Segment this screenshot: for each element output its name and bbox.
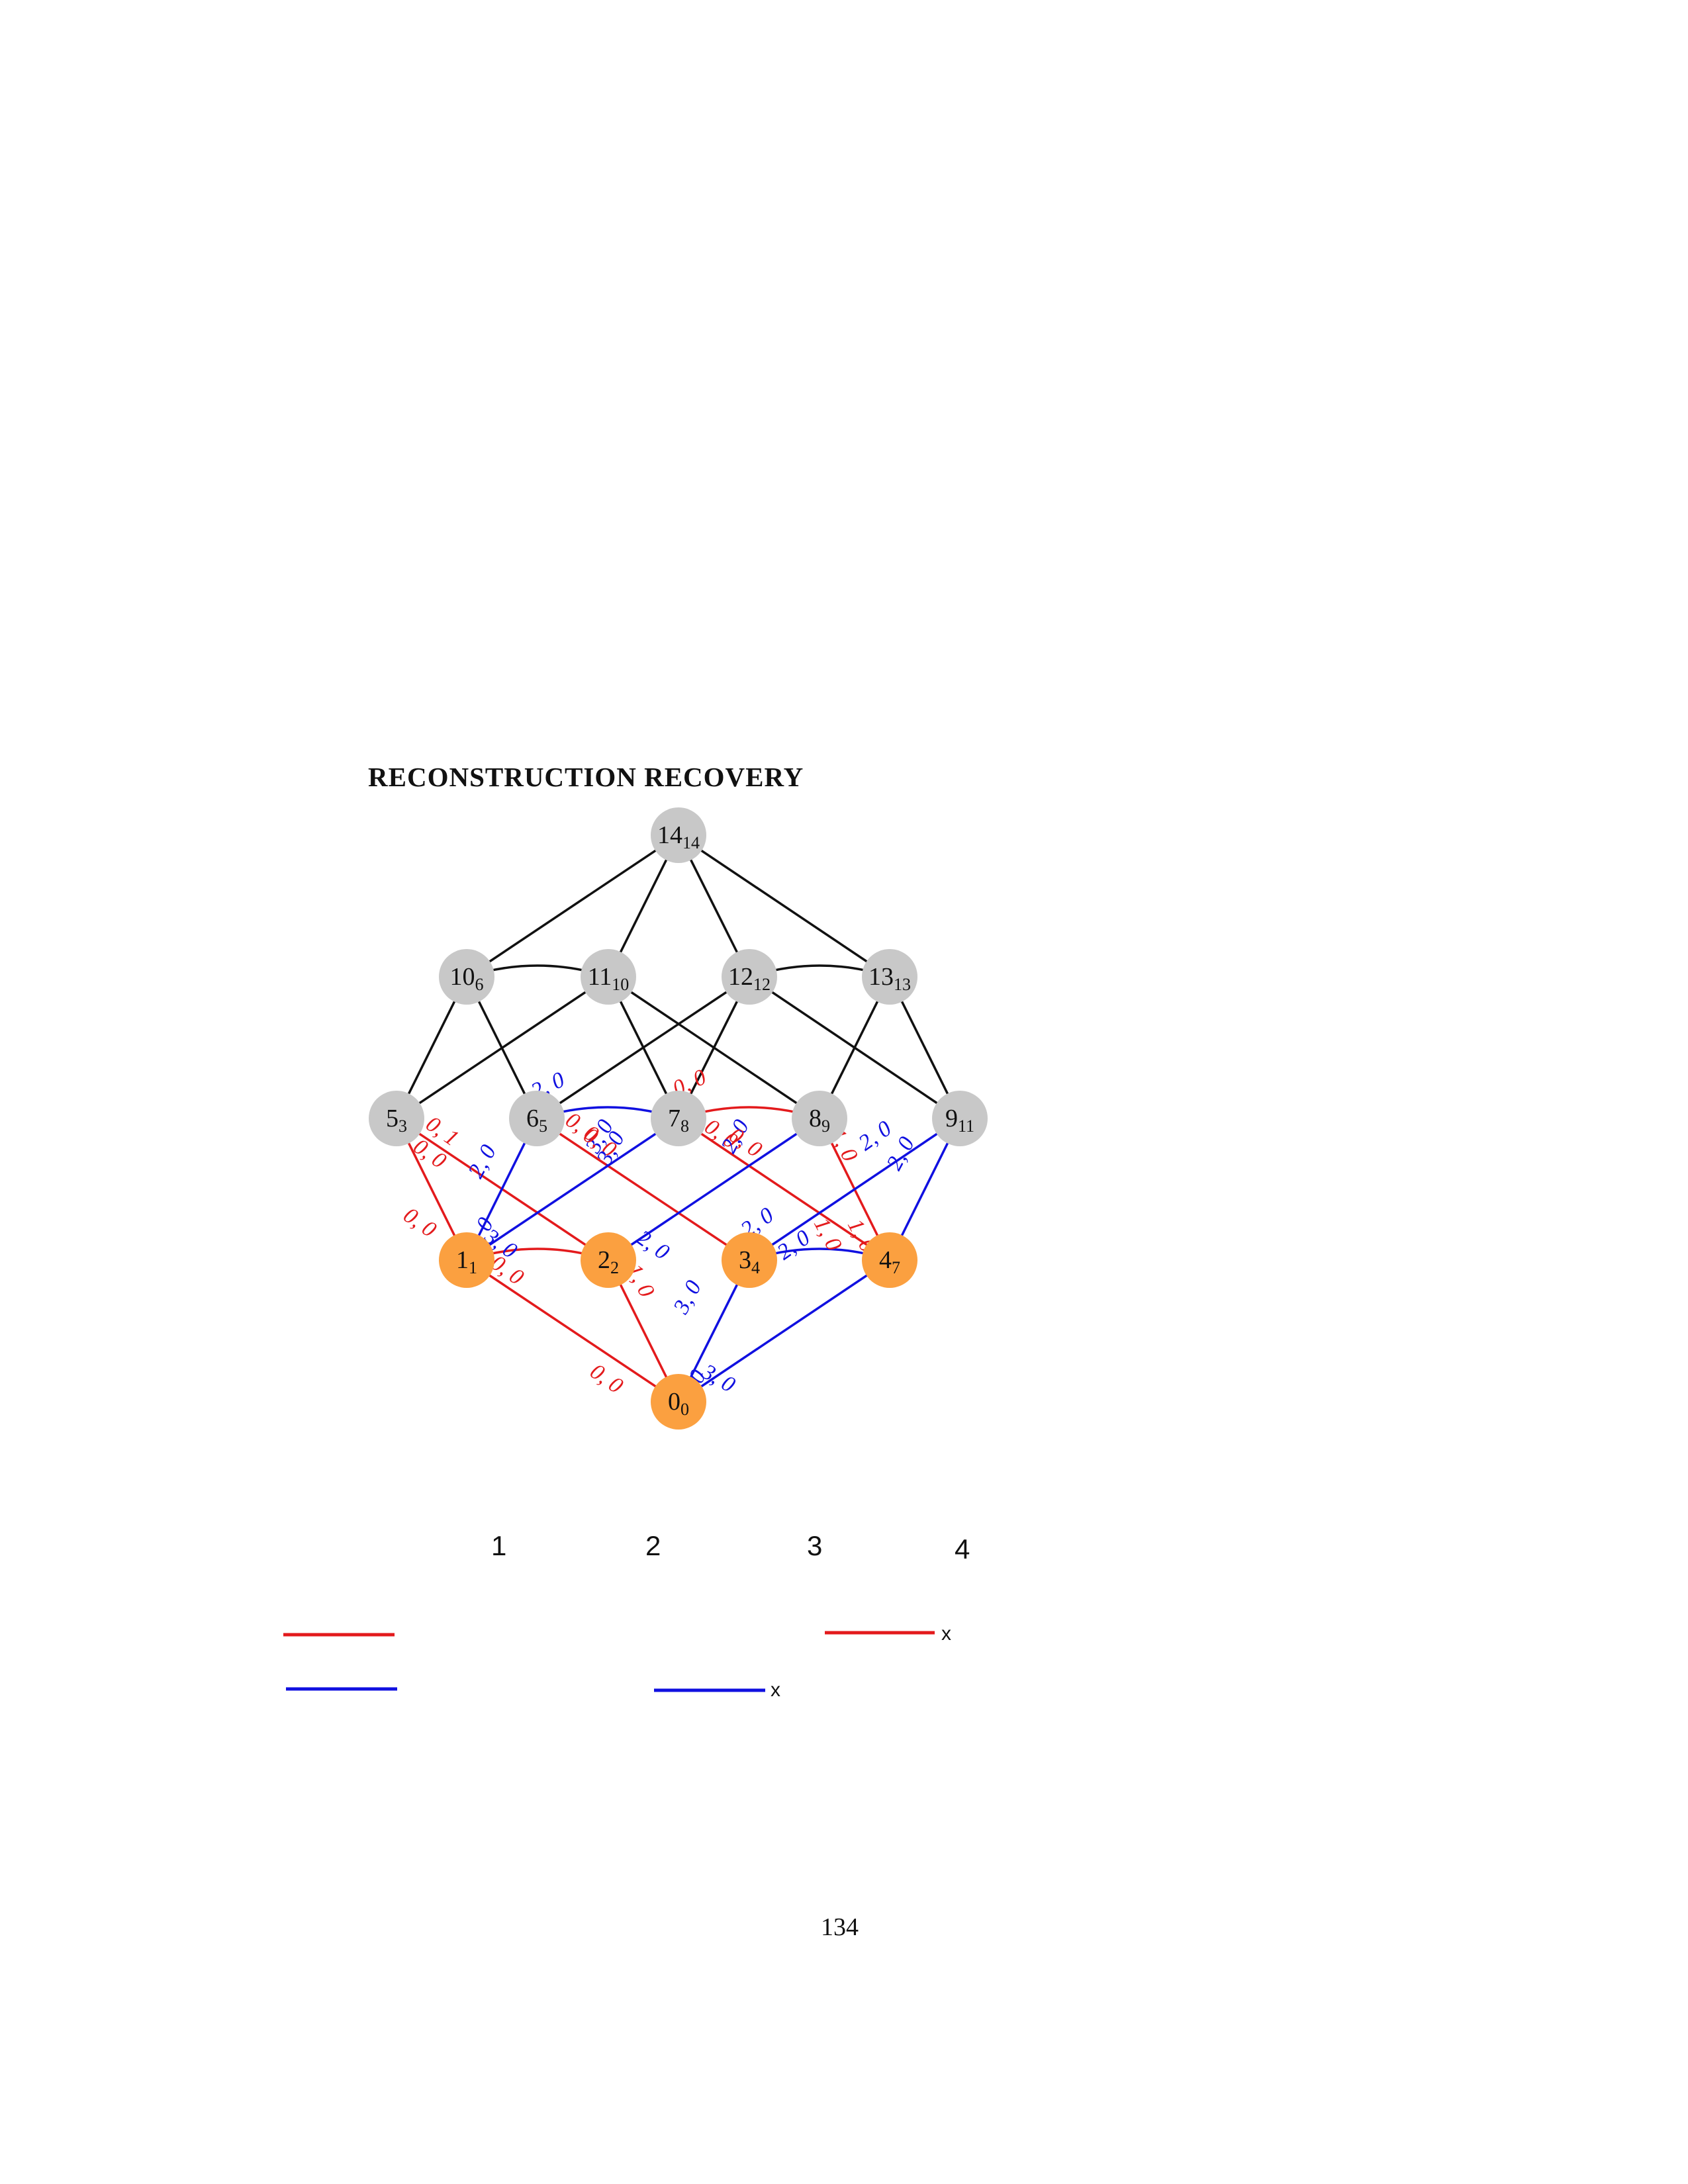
node-4-label: 47 — [879, 1246, 900, 1277]
node-13-circle — [862, 949, 917, 1005]
node-2-circle — [581, 1232, 636, 1288]
node-13-label: 1313 — [868, 963, 911, 994]
edge-label-26: 0, 0 — [586, 1359, 628, 1399]
edge-n6-n3 — [536, 1117, 750, 1261]
edge-label-19: 2, 0 — [632, 1226, 674, 1265]
legend-column-3: 3 — [807, 1530, 822, 1561]
node-10: 106 — [439, 949, 494, 1005]
edge-n11-n5 — [396, 976, 609, 1120]
node-9-circle — [932, 1091, 988, 1146]
edge-n4-n0 — [678, 1259, 890, 1403]
node-3-circle — [722, 1232, 777, 1288]
legend: 1 2 3 4 x x — [283, 1530, 970, 1701]
legend-column-2: 2 — [645, 1530, 661, 1561]
legend-column-4: 4 — [955, 1533, 970, 1565]
edge-n7-n1 — [466, 1117, 679, 1261]
node-1: 11 — [439, 1232, 494, 1288]
edge-n9-n3 — [749, 1117, 961, 1261]
node-11: 1110 — [581, 949, 636, 1005]
node-0-circle — [651, 1374, 706, 1430]
node-1-circle — [439, 1232, 494, 1288]
node-5-circle — [369, 1091, 424, 1146]
page-number: 134 — [821, 1913, 859, 1941]
edge-n7-n4 — [678, 1117, 890, 1261]
node-9: 911 — [932, 1091, 988, 1146]
node-14-circle — [651, 807, 706, 863]
node-11-label: 1110 — [588, 963, 630, 994]
legend-x-mark-blue: x — [771, 1679, 780, 1701]
node-12-label: 1212 — [728, 963, 771, 994]
node-0-label: 00 — [668, 1388, 689, 1419]
node-0: 00 — [651, 1374, 706, 1430]
edge-label-15: 0, 0 — [399, 1203, 441, 1243]
node-7: 78 — [651, 1091, 706, 1146]
node-4-circle — [862, 1232, 917, 1288]
node-8-label: 89 — [809, 1105, 830, 1136]
edge-label-4: 2, 0 — [463, 1141, 501, 1182]
node-6-circle — [509, 1091, 565, 1146]
edge-n14-n13 — [678, 834, 890, 978]
node-6-label: 65 — [526, 1105, 547, 1136]
node-2: 22 — [581, 1232, 636, 1288]
edge-n1-n0 — [466, 1259, 679, 1403]
node-9-label: 911 — [945, 1105, 974, 1136]
node-7-label: 78 — [668, 1105, 689, 1136]
node-13: 1313 — [862, 949, 917, 1005]
node-11-circle — [581, 949, 636, 1005]
edge-label-24: 2, 0 — [773, 1226, 814, 1265]
node-5-label: 53 — [386, 1105, 407, 1136]
node-6: 65 — [509, 1091, 565, 1146]
node-14-label: 1414 — [657, 821, 700, 852]
node-8: 89 — [792, 1091, 847, 1146]
node-3-label: 34 — [739, 1246, 760, 1277]
edge-n14-n10 — [466, 834, 679, 978]
page-title: RECONSTRUCTION RECOVERY — [368, 762, 804, 792]
node-7-circle — [651, 1091, 706, 1146]
node-12: 1212 — [722, 949, 777, 1005]
node-14: 1414 — [651, 807, 706, 863]
node-2-label: 22 — [598, 1246, 619, 1277]
node-1-label: 11 — [456, 1246, 477, 1277]
node-10-circle — [439, 949, 494, 1005]
node-12-circle — [722, 949, 777, 1005]
legend-column-1: 1 — [491, 1530, 506, 1561]
node-5: 53 — [369, 1091, 424, 1146]
edge-n8-n2 — [608, 1117, 820, 1261]
node-10-label: 106 — [450, 963, 484, 994]
node-8-circle — [792, 1091, 847, 1146]
legend-x-mark-red: x — [941, 1623, 951, 1645]
node-4: 47 — [862, 1232, 917, 1288]
edge-n12-n6 — [536, 976, 750, 1120]
node-3: 34 — [722, 1232, 777, 1288]
edge-label-21: 3, 0 — [669, 1277, 706, 1318]
nodes-layer: 1414 106 1110 1212 1313 53 65 78 89 911 11 22 34 47 00 — [369, 807, 988, 1430]
